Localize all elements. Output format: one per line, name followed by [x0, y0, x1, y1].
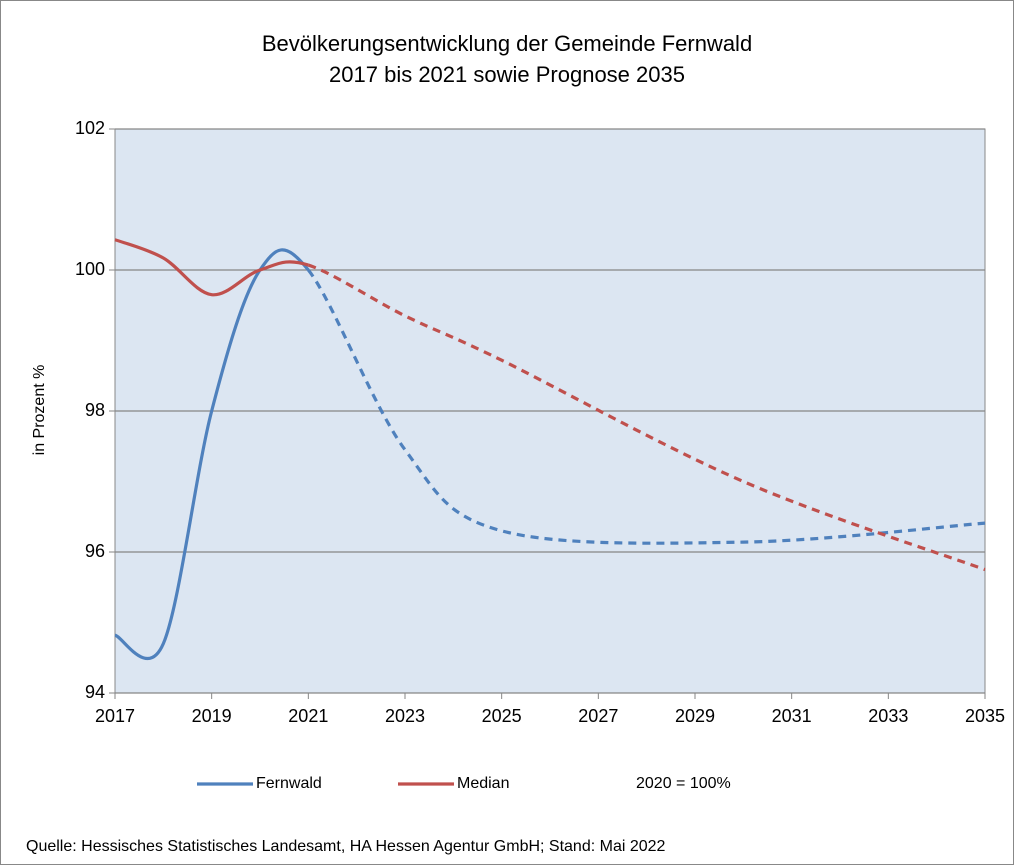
x-tick-label: 2035	[965, 706, 1005, 726]
series-line	[307, 263, 986, 572]
series-line	[114, 248, 310, 661]
x-tick-label: 2033	[868, 706, 908, 726]
x-tick-label: 2027	[578, 706, 618, 726]
chart-title: Bevölkerungsentwicklung der Gemeinde Fer…	[262, 31, 752, 56]
series-line	[307, 268, 986, 545]
x-tick-label: 2017	[95, 706, 135, 726]
y-tick-label: 96	[85, 541, 105, 561]
y-tick-label: 98	[85, 400, 105, 420]
x-tick-label: 2023	[385, 706, 425, 726]
series-line	[114, 238, 309, 297]
legend-label: Median	[457, 775, 509, 792]
y-tick-label: 94	[85, 682, 105, 702]
x-tick-label: 2021	[288, 706, 328, 726]
legend-label: Fernwald	[256, 775, 322, 792]
y-tick-label: 100	[75, 259, 105, 279]
x-tick-label: 2031	[772, 706, 812, 726]
y-tick-label: 102	[75, 118, 105, 138]
x-tick-label: 2025	[482, 706, 522, 726]
source: Quelle: Hessisches Statistisches Landesa…	[26, 838, 666, 855]
chart-subtitle: 2017 bis 2021 sowie Prognose 2035	[329, 62, 685, 87]
y-axis-label: in Prozent %	[31, 365, 48, 456]
x-tick-label: 2019	[192, 706, 232, 726]
x-tick-label: 2029	[675, 706, 715, 726]
note: 2020 = 100%	[636, 775, 731, 792]
